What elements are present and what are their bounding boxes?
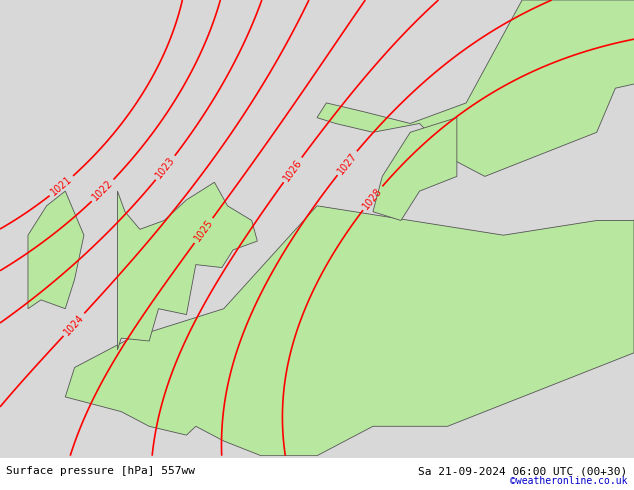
Text: ©weatheronline.co.uk: ©weatheronline.co.uk — [510, 475, 628, 485]
Text: Sa 21-09-2024 06:00 UTC (00+30): Sa 21-09-2024 06:00 UTC (00+30) — [418, 466, 628, 475]
Polygon shape — [317, 0, 634, 176]
Text: 1027: 1027 — [335, 150, 359, 176]
Text: 1022: 1022 — [91, 178, 115, 203]
Text: 1023: 1023 — [154, 155, 177, 180]
Text: 1026: 1026 — [281, 157, 304, 183]
Text: 1028: 1028 — [361, 185, 384, 211]
Text: ©weatheronline.co.uk: ©weatheronline.co.uk — [510, 476, 628, 486]
Polygon shape — [373, 118, 457, 220]
Text: 1021: 1021 — [49, 174, 74, 198]
Polygon shape — [117, 182, 257, 350]
Text: 1024: 1024 — [62, 312, 86, 337]
Text: Surface pressure [hPa] 557ww: Surface pressure [hPa] 557ww — [6, 466, 195, 475]
Polygon shape — [28, 191, 84, 309]
Text: Sa 21-09-2024 06:00 UTC (00+30): Sa 21-09-2024 06:00 UTC (00+30) — [418, 466, 628, 476]
Text: Surface pressure [hPa] 557ww: Surface pressure [hPa] 557ww — [6, 466, 195, 476]
Polygon shape — [65, 206, 634, 456]
Text: 1025: 1025 — [192, 218, 215, 244]
